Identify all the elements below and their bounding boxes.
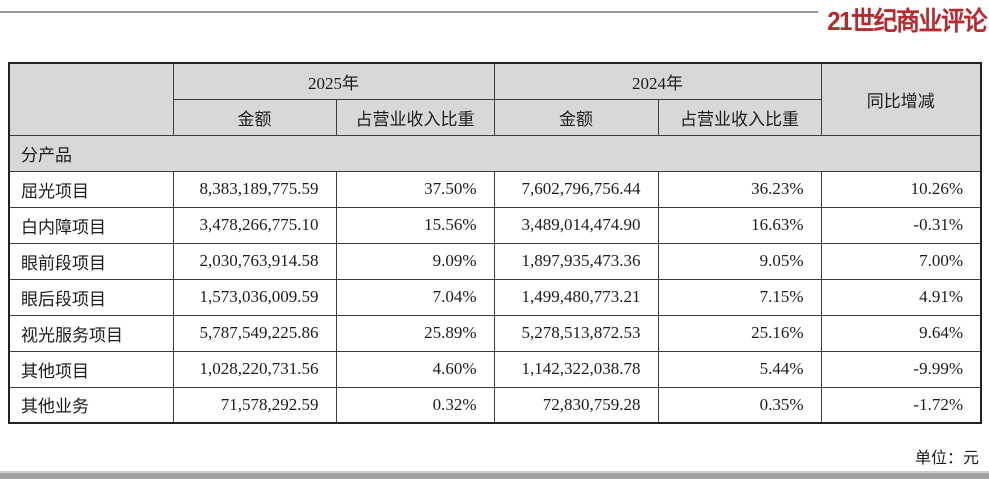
ratio-2024: 5.44% bbox=[657, 350, 822, 388]
yoy-change: 4.91% bbox=[820, 278, 982, 316]
table-header-row-subcolumns: 金额 占营业收入比重 金额 占营业收入比重 bbox=[9, 98, 981, 136]
amount-2024: 1,142,322,038.78 bbox=[493, 350, 659, 388]
amount-2024: 5,278,513,872.53 bbox=[493, 314, 659, 352]
header-year-2025: 2025年 bbox=[172, 62, 495, 100]
amount-2024: 7,602,796,756.44 bbox=[493, 170, 659, 208]
top-divider-rule bbox=[0, 11, 818, 13]
yoy-change: -0.31% bbox=[820, 206, 982, 244]
row-label: 屈光项目 bbox=[8, 170, 174, 208]
table-row: 眼前段项目 2,030,763,914.58 9.09% 1,897,935,4… bbox=[8, 242, 982, 280]
row-label: 眼后段项目 bbox=[8, 278, 174, 316]
amount-2024: 1,499,480,773.21 bbox=[493, 278, 659, 316]
yoy-change: 7.00% bbox=[820, 242, 982, 280]
table-row: 白内障项目 3,478,266,775.10 15.56% 3,489,014,… bbox=[8, 206, 982, 244]
row-label: 其他业务 bbox=[8, 386, 174, 424]
header-empty-cell bbox=[8, 62, 174, 136]
row-label: 眼前段项目 bbox=[8, 242, 174, 280]
ratio-2024: 16.63% bbox=[657, 206, 822, 244]
unit-label: 单位：元 bbox=[914, 450, 979, 467]
table-header-row-years: 2025年 2024年 同比增减 bbox=[8, 62, 982, 136]
ratio-2025: 4.60% bbox=[335, 350, 495, 388]
ratio-2024: 9.05% bbox=[657, 242, 822, 280]
ratio-2025: 0.32% bbox=[335, 386, 495, 424]
yoy-change: -1.72% bbox=[820, 386, 982, 424]
yoy-change: 9.64% bbox=[820, 314, 982, 352]
amount-2024: 1,897,935,473.36 bbox=[493, 242, 659, 280]
amount-2025: 5,787,549,225.86 bbox=[172, 314, 337, 352]
ratio-2025: 37.50% bbox=[335, 170, 495, 208]
table-row: 其他项目 1,028,220,731.56 4.60% 1,142,322,03… bbox=[8, 350, 982, 388]
ratio-2024: 7.15% bbox=[657, 278, 822, 316]
section-row-by-product: 分产品 bbox=[8, 134, 982, 172]
ratio-2025: 9.09% bbox=[335, 242, 495, 280]
subheader-ratio-2025: 占营业收入比重 bbox=[335, 98, 495, 136]
table-row: 视光服务项目 5,787,549,225.86 25.89% 5,278,513… bbox=[8, 314, 982, 352]
ratio-2024: 36.23% bbox=[657, 170, 822, 208]
table-row: 眼后段项目 1,573,036,009.59 7.04% 1,499,480,7… bbox=[8, 278, 982, 316]
header-yoy-change: 同比增减 bbox=[820, 62, 982, 136]
subheader-amount-2025: 金额 bbox=[172, 98, 337, 136]
amount-2024: 72,830,759.28 bbox=[493, 386, 659, 424]
amount-2024: 3,489,014,474.90 bbox=[493, 206, 659, 244]
amount-2025: 8,383,189,775.59 bbox=[172, 170, 337, 208]
bottom-page-bar bbox=[0, 471, 989, 479]
yoy-change: -9.99% bbox=[820, 350, 982, 388]
subheader-ratio-2024: 占营业收入比重 bbox=[657, 98, 822, 136]
section-label: 分产品 bbox=[8, 134, 982, 172]
ratio-2024: 25.16% bbox=[657, 314, 822, 352]
amount-2025: 1,573,036,009.59 bbox=[172, 278, 337, 316]
amount-2025: 71,578,292.59 bbox=[172, 386, 337, 424]
ratio-2024: 0.35% bbox=[657, 386, 822, 424]
subheader-amount-2024: 金额 bbox=[493, 98, 659, 136]
product-revenue-table: 2025年 2024年 同比增减 金额 占营业收入比重 金额 占营业收入比重 分… bbox=[8, 62, 982, 424]
header-year-2024: 2024年 bbox=[493, 62, 822, 100]
yoy-change: 10.26% bbox=[820, 170, 982, 208]
row-label: 视光服务项目 bbox=[8, 314, 174, 352]
row-label: 白内障项目 bbox=[8, 206, 174, 244]
amount-2025: 2,030,763,914.58 bbox=[172, 242, 337, 280]
publication-logo: 21世纪商业评论 bbox=[827, 7, 987, 37]
table-row: 屈光项目 8,383,189,775.59 37.50% 7,602,796,7… bbox=[8, 170, 982, 208]
ratio-2025: 15.56% bbox=[335, 206, 495, 244]
ratio-2025: 7.04% bbox=[335, 278, 495, 316]
amount-2025: 3,478,266,775.10 bbox=[172, 206, 337, 244]
amount-2025: 1,028,220,731.56 bbox=[172, 350, 337, 388]
row-label: 其他项目 bbox=[8, 350, 174, 388]
ratio-2025: 25.89% bbox=[335, 314, 495, 352]
table-row: 其他业务 71,578,292.59 0.32% 72,830,759.28 0… bbox=[8, 386, 982, 424]
